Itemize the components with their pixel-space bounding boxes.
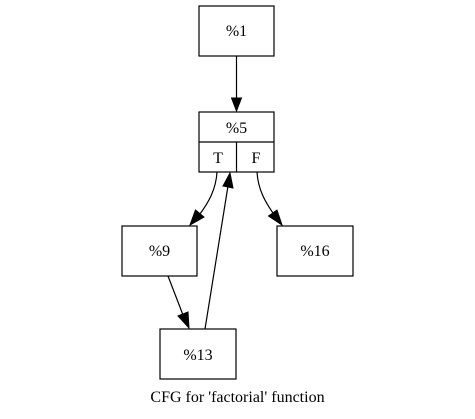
edge-5f-to-16-arrowhead	[267, 209, 283, 227]
node-9: %9	[121, 225, 198, 277]
node-16-box	[276, 225, 354, 277]
node-1-box	[198, 5, 275, 57]
edge-5f-to-16-line	[256, 171, 274, 214]
node-1: %1	[198, 5, 275, 57]
node-13: %13	[159, 328, 237, 380]
edge-13-to-5	[204, 171, 234, 330]
edge-9-to-13	[167, 275, 190, 330]
edge-5t-to-9	[189, 171, 218, 227]
node-16-label: %16	[300, 243, 329, 260]
edge-5f-to-16	[256, 171, 283, 227]
edge-13-to-5-arrowhead	[222, 171, 234, 189]
edge-9-to-13-line	[167, 275, 184, 316]
edge-5t-to-9-line	[199, 171, 218, 215]
node-13-box	[159, 328, 237, 380]
diagram-caption: CFG for 'factorial' function	[150, 389, 324, 406]
node-5: %5 T F	[198, 111, 275, 173]
node-9-box	[121, 225, 198, 277]
edge-13-to-5-line	[204, 185, 229, 330]
node-5-label: %5	[226, 120, 247, 137]
node-16: %16	[276, 225, 354, 277]
node-9-label: %9	[149, 243, 170, 260]
node-5-port-true: T	[213, 150, 223, 167]
edge-1-to-5-arrowhead	[230, 97, 243, 113]
node-13-label: %13	[183, 347, 212, 364]
edge-9-to-13-arrowhead	[177, 311, 190, 330]
edge-5t-to-9-arrowhead	[189, 209, 205, 227]
node-5-port-false: F	[252, 150, 261, 167]
edge-1-to-5	[230, 56, 243, 113]
node-1-label: %1	[226, 23, 247, 40]
